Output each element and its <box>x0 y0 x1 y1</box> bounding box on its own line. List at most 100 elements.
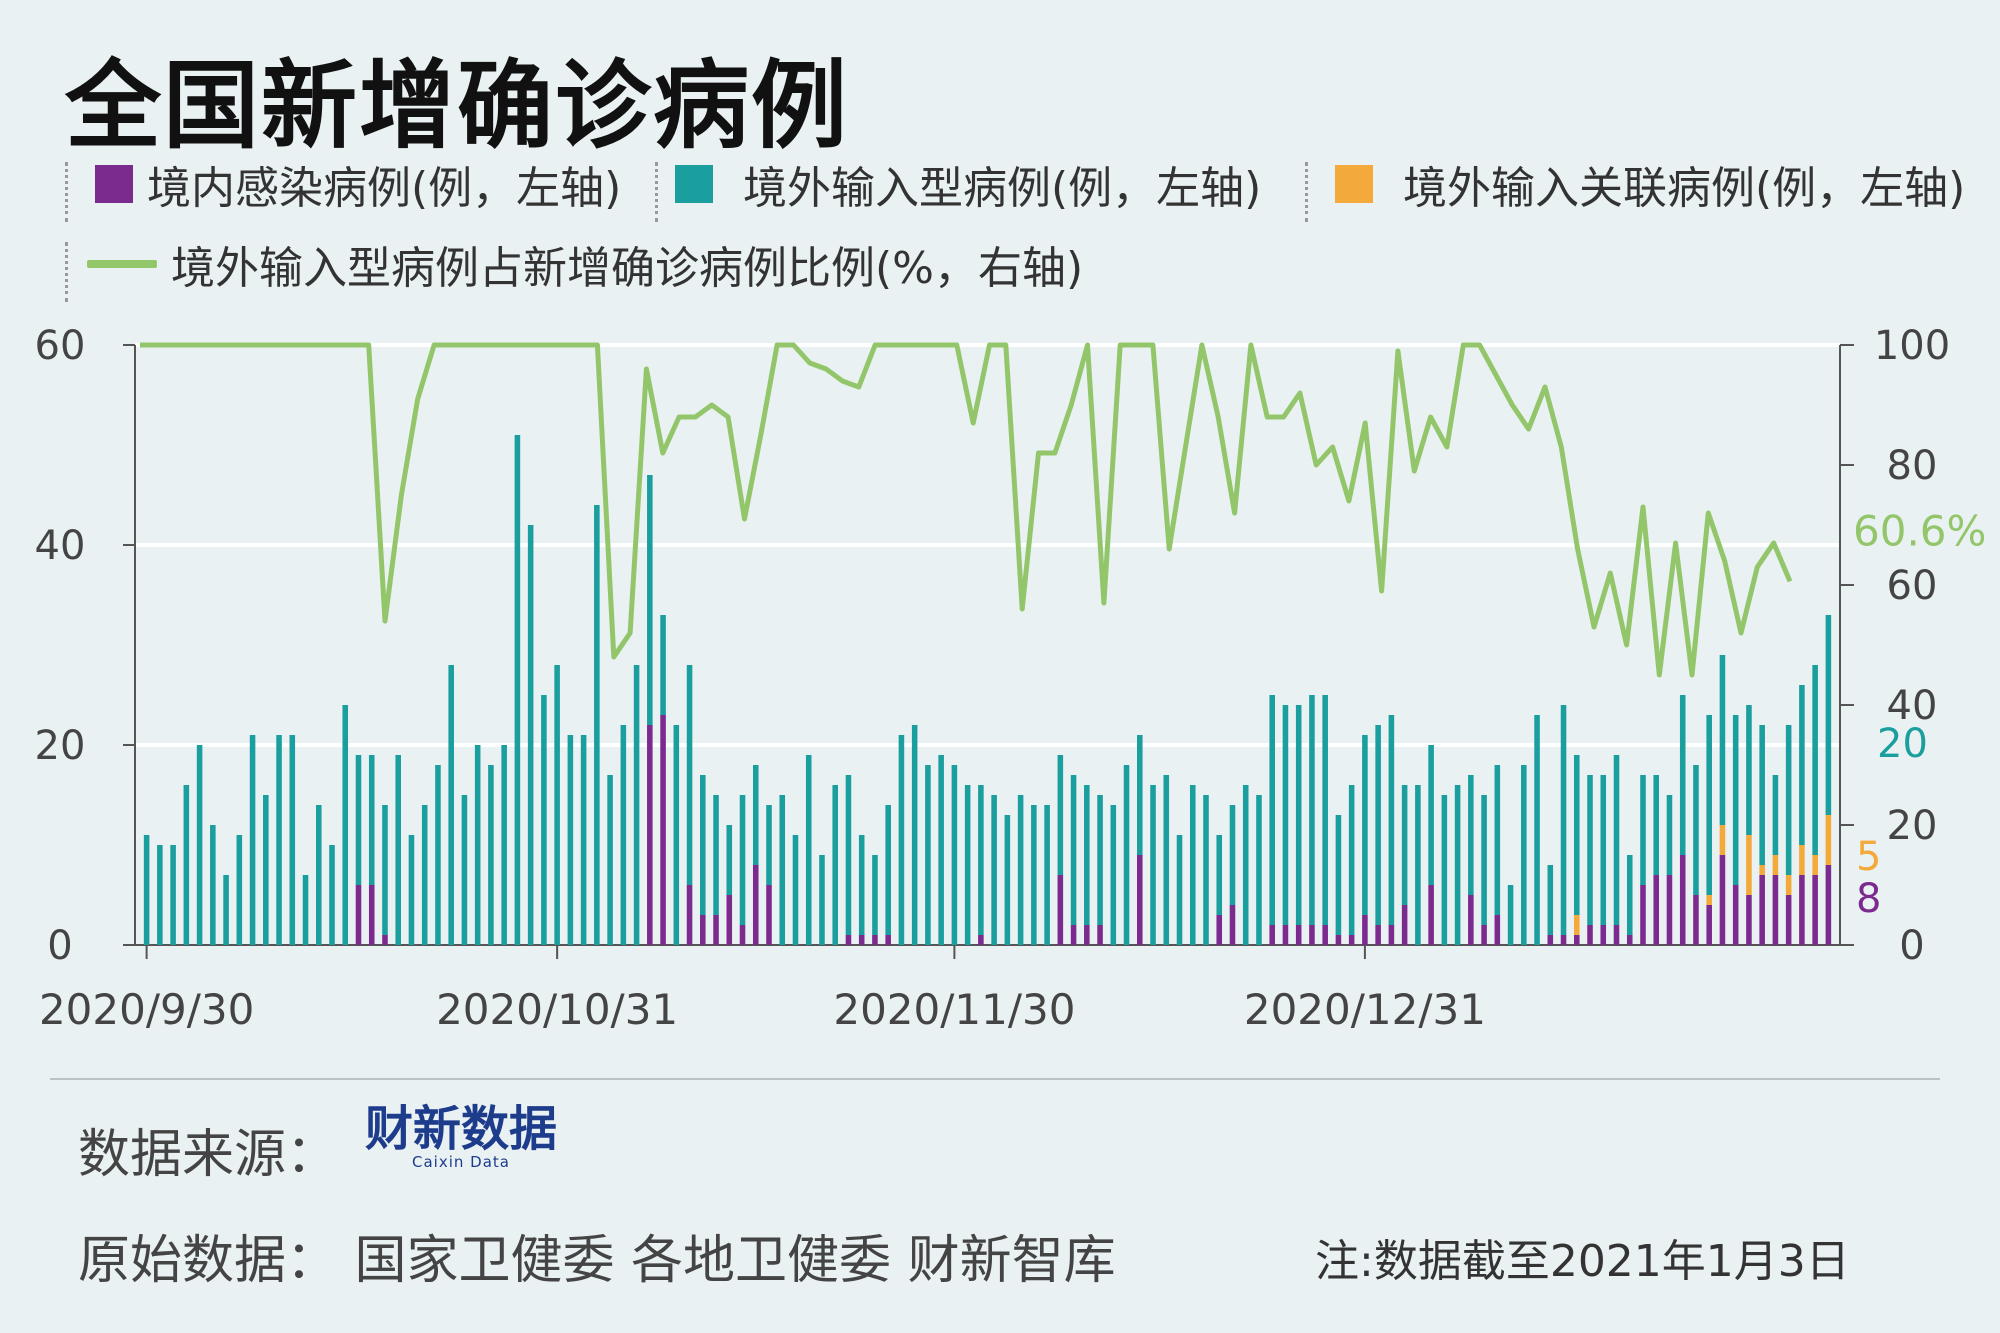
bar-linked <box>1706 895 1712 905</box>
bar-imported <box>1613 755 1620 925</box>
right-tick-label: 80 <box>1887 443 1938 489</box>
bar-imported <box>766 805 772 885</box>
bar-imported <box>594 505 600 945</box>
bar-imported <box>1732 715 1739 885</box>
bar-imported <box>925 765 931 945</box>
legend-item-domestic: 境内感染病例(例，左轴) <box>65 152 622 222</box>
bar-imported <box>170 845 176 945</box>
bar-imported <box>1626 855 1633 935</box>
bar-imported <box>1401 785 1408 905</box>
bar-imported <box>700 775 706 915</box>
right-tick-label: 100 <box>1874 323 1950 369</box>
legend-label-linked: 境外输入关联病例(例，左轴) <box>1403 163 1966 214</box>
bar-imported <box>1031 805 1037 945</box>
bar-imported <box>488 765 494 945</box>
bar-imported <box>1163 775 1170 945</box>
bar-domestic <box>845 935 852 945</box>
bar-imported <box>580 735 587 945</box>
bar-imported <box>1799 685 1805 845</box>
bar-domestic <box>1785 895 1792 945</box>
bar-imported <box>1044 805 1050 945</box>
bar-domestic <box>1666 875 1673 945</box>
bar-imported <box>964 785 971 945</box>
data-note: 注:数据截至2021年1月3日 <box>1315 1236 1850 1287</box>
bar-domestic <box>752 865 759 945</box>
logo-text: 财新数据 <box>365 1101 558 1157</box>
bar-imported <box>1348 785 1355 935</box>
legend-swatch-imported <box>675 165 713 203</box>
bar-imported <box>448 665 454 945</box>
bar-imported <box>395 755 402 945</box>
bar-imported <box>832 785 838 945</box>
bar-imported <box>249 735 256 945</box>
bar-imported <box>1507 885 1514 945</box>
bar-linked <box>1799 845 1805 875</box>
bar-domestic <box>1706 905 1712 945</box>
right-tick-label: 20 <box>1887 803 1938 849</box>
bar-domestic <box>1772 875 1779 945</box>
bar-domestic <box>766 885 772 945</box>
bar-domestic <box>1295 925 1302 945</box>
end-label-domestic: 8 <box>1856 876 1881 922</box>
bar-domestic <box>1573 935 1580 945</box>
bar-imported <box>1441 795 1448 945</box>
bar-imported <box>1084 785 1090 925</box>
bar-imported <box>276 735 282 945</box>
bar-domestic <box>700 915 706 945</box>
bar-imported <box>329 845 335 945</box>
end-label-ratio: 60.6% <box>1853 506 1986 555</box>
bar-domestic <box>660 715 666 945</box>
bar-imported <box>1070 775 1077 925</box>
bar-imported <box>951 765 958 945</box>
left-tick-label: 40 <box>35 523 86 569</box>
bar-domestic <box>1719 855 1726 945</box>
bar-imported <box>1534 715 1540 945</box>
legend-swatch-domestic <box>95 165 133 203</box>
x-tick-label: 2020/12/31 <box>1244 985 1486 1034</box>
bar-domestic <box>1137 855 1143 945</box>
bar-domestic <box>1282 925 1289 945</box>
bar-imported <box>501 745 507 945</box>
bar-imported <box>1362 735 1368 915</box>
bar-imported <box>474 745 481 945</box>
source-label: 数据来源： <box>78 1125 339 1185</box>
bar-domestic <box>1428 885 1434 945</box>
bar-domestic <box>713 915 719 945</box>
bar-imported <box>1666 795 1673 875</box>
bar-domestic <box>872 935 878 945</box>
bar-linked <box>1825 815 1832 865</box>
x-tick-label: 2020/9/30 <box>39 985 254 1034</box>
bar-linked <box>1719 825 1726 855</box>
bar-imported <box>236 835 243 945</box>
right-tick-label: 60 <box>1887 563 1938 609</box>
bar-imported <box>792 835 799 945</box>
bar-imported <box>1454 785 1461 945</box>
bar-domestic <box>1759 875 1765 945</box>
bar-imported <box>805 755 812 945</box>
legend-label-domestic: 境内感染病例(例，左轴) <box>147 163 622 214</box>
bar-imported <box>1547 865 1554 935</box>
bar-imported <box>1679 695 1686 855</box>
bar-imported <box>1653 775 1660 875</box>
bar-imported <box>713 795 719 915</box>
bar-imported <box>1189 785 1196 945</box>
bar-imported <box>382 805 388 935</box>
bar-imported <box>1693 765 1699 895</box>
bar-domestic <box>858 935 865 945</box>
bar-imported <box>567 735 574 945</box>
bar-imported <box>1335 815 1342 935</box>
bar-imported <box>911 725 918 945</box>
bar-domestic <box>1494 915 1501 945</box>
bar-imported <box>1256 795 1262 945</box>
bar-domestic <box>739 925 746 945</box>
bar-domestic <box>1084 925 1090 945</box>
bar-imported <box>620 725 627 945</box>
bar-imported <box>726 825 733 895</box>
bar-imported <box>1600 775 1607 925</box>
legend-item-linked: 境外输入关联病例(例，左轴) <box>1305 152 1966 222</box>
x-tick-label: 2020/10/31 <box>436 985 678 1034</box>
chart-title: 全国新增确诊病例 <box>65 50 849 162</box>
bar-imported <box>1494 765 1501 915</box>
bar-imported <box>752 765 759 865</box>
